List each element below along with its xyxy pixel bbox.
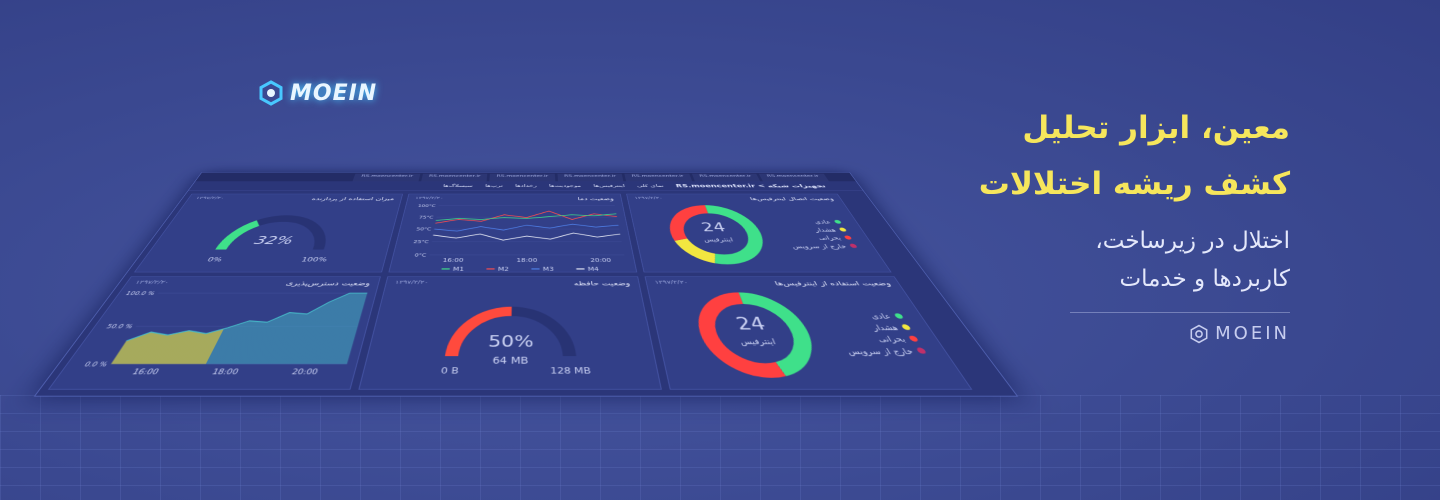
nav-tab: رخدادها [515, 184, 537, 188]
legend-label: M3 [543, 266, 554, 272]
gauge-percent: 50% [488, 332, 534, 351]
widget-title: وضعیت دسترس‌پذیری [285, 280, 371, 287]
donut-center: 24 [733, 313, 768, 333]
y-tick-label: 100°C [418, 203, 437, 208]
series-area [111, 293, 367, 364]
promo-text: معین، ابزار تحلیل کشف ریشه اختلالات اختل… [870, 100, 1290, 344]
subtitle: اختلال در زیرساخت، کاربردها و خدمات [870, 222, 1290, 298]
legend-dot [838, 228, 847, 232]
brand-icon [1189, 324, 1209, 344]
widget-chart: 0°C 25°C 50°C 75°C 100°C 16:00 18:00 20:00 M4 M3 M… [390, 201, 636, 272]
breadcrumb: تجهیزات شبکه > RS.moencenter.ir [675, 183, 827, 188]
widget-header: میزان استفاده از پردازنده ۱۳۹۷/۳/۲۰ [187, 194, 403, 201]
gauge-min: 0% [205, 257, 223, 264]
y-tick-label: 0.0 % [82, 360, 110, 368]
y-tick-label: 25°C [413, 239, 429, 244]
divider [1070, 312, 1290, 313]
browser-tab: RS.moencenter.ir [759, 174, 829, 182]
y-tick-label: 100.0 % [124, 290, 157, 296]
legend-dot [843, 236, 852, 240]
widget-header: وضعیت حافظه ۱۳۹۷/۳/۲۰ [386, 277, 639, 287]
donut-segment [740, 298, 816, 369]
widget-title: وضعیت حافظه [573, 280, 630, 287]
headline: کشف ریشه اختلالات [870, 156, 1290, 212]
nav-tab: نمای کلی [636, 184, 664, 188]
gauge-max: 128 MB [551, 366, 592, 376]
subtitle-line: اختلال در زیرساخت، [870, 222, 1290, 260]
series-line [432, 233, 621, 240]
logo-text: MOEIN [290, 81, 377, 106]
browser-tab: RS.moencenter.ir [489, 174, 555, 182]
legend-label: عادی [813, 220, 832, 225]
legend-dot [833, 220, 841, 224]
donut-center: 24 [699, 220, 727, 234]
nav-tab: ترپ‌ها [485, 184, 503, 188]
legend-label: خارج از سرویس [845, 348, 915, 357]
widget-chart: 24 اینترفیس عادی هشدار بحرانی خارج از سرویس [628, 201, 890, 272]
gauge-min: 0 B [441, 366, 460, 376]
donut-label: اینترفیس [738, 338, 776, 346]
logo-icon [258, 80, 284, 106]
legend-label: M1 [453, 266, 465, 272]
floor-grid [0, 395, 1440, 500]
widget: میزان استفاده از پردازنده ۱۳۹۷/۳/۲۰ 0% 100%… [134, 194, 403, 273]
tab-bar: تجهیزات شبکه > RS.moencenter.ir نمای کلی… [188, 181, 863, 191]
widget-header: وضعیت اتصال اینترفیس‌ها ۱۳۹۷/۳/۲۰ [627, 194, 842, 201]
brand-text: MOEIN [1215, 323, 1290, 344]
widget-date: ۱۳۹۷/۳/۲۰ [394, 280, 429, 287]
browser-tabs: RS.moencenter.ir RS.moencenter.ir RS.moenc… [195, 173, 855, 182]
browser-tab: RS.moencenter.ir [421, 174, 487, 182]
x-tick-label: 18:00 [517, 258, 538, 264]
headline: معین، ابزار تحلیل [870, 100, 1290, 156]
y-tick-label: 50°C [416, 227, 432, 232]
legend-dot [849, 244, 858, 248]
subtitle-line: کاربردها و خدمات [870, 260, 1290, 298]
legend-label: M2 [498, 266, 509, 272]
brand: MOEIN [870, 323, 1290, 344]
widget-chart: 0.0 % 50.0 % 100.0 % 16:00 18:00 20:00 [49, 287, 377, 389]
nav-tab: سیسلاگ‌ها [443, 184, 473, 188]
widget-header: وضعیت دسترس‌پذیری ۱۳۹۷/۳/۲۰ [124, 277, 380, 287]
legend-label: هشدار [813, 228, 838, 234]
y-tick-label: 75°C [419, 215, 435, 220]
x-tick-label: 20:00 [291, 368, 319, 376]
widget-header: وضعیت استفاده از اینترفیس‌ها ۱۳۹۷/۳/۲۰ [645, 277, 901, 287]
widget: وضعیت دما ۱۳۹۷/۳/۲۰ 0°C 25°C 50°C 75°C 100°C 16… [389, 194, 637, 273]
dashboard-stage: RS.moencenter.ir RS.moencenter.ir RS.moenc… [35, 172, 1015, 395]
gauge-label: 64 MB [492, 356, 528, 367]
widget-header: وضعیت دما ۱۳۹۷/۳/۲۰ [408, 194, 622, 201]
x-tick-label: 20:00 [590, 258, 612, 264]
donut-label: اینترفیس [702, 237, 733, 243]
browser-tab: RS.moencenter.ir [557, 174, 623, 182]
legend-label: خارج از سرویس [791, 244, 848, 250]
widget: وضعیت دسترس‌پذیری ۱۳۹۷/۳/۲۰ 0.0 % 50.0 % 100… [48, 276, 381, 389]
x-tick-label: 16:00 [442, 258, 464, 264]
y-tick-label: 50.0 % [104, 323, 135, 330]
x-tick-label: 18:00 [210, 368, 239, 376]
legend-dot [915, 348, 927, 354]
browser-tab: RS.moencenter.ir [353, 174, 421, 182]
x-tick-label: 16:00 [130, 368, 160, 376]
gauge-max: 100% [300, 257, 328, 264]
legend-label: M4 [588, 266, 600, 272]
browser-tab: RS.moencenter.ir [625, 174, 692, 182]
browser-tab: RS.moencenter.ir [692, 174, 761, 182]
gauge-label: 32% [252, 234, 297, 247]
legend-label: بحرانی [817, 236, 843, 242]
nav-tab: موجودیت‌ها [549, 184, 582, 188]
widget-date: ۱۳۹۷/۳/۲۰ [654, 280, 689, 287]
nav-tab: اینترفیس‌ها [593, 184, 625, 188]
widget-chart: 0 B 128 MB 50% 64 MB [360, 287, 661, 389]
widget-date: ۱۳۹۷/۳/۲۰ [133, 280, 171, 287]
logo: MOEIN [258, 80, 377, 106]
widget: وضعیت حافظه ۱۳۹۷/۳/۲۰ 0 B 128 MB 50% 64 MB [359, 276, 662, 389]
widget: وضعیت اتصال اینترفیس‌ها ۱۳۹۷/۳/۲۰ 24 اینترف… [626, 194, 892, 273]
widget-chart: 0% 100% 32% [135, 201, 400, 272]
y-tick-label: 0°C [414, 252, 427, 258]
series-line [434, 224, 620, 231]
